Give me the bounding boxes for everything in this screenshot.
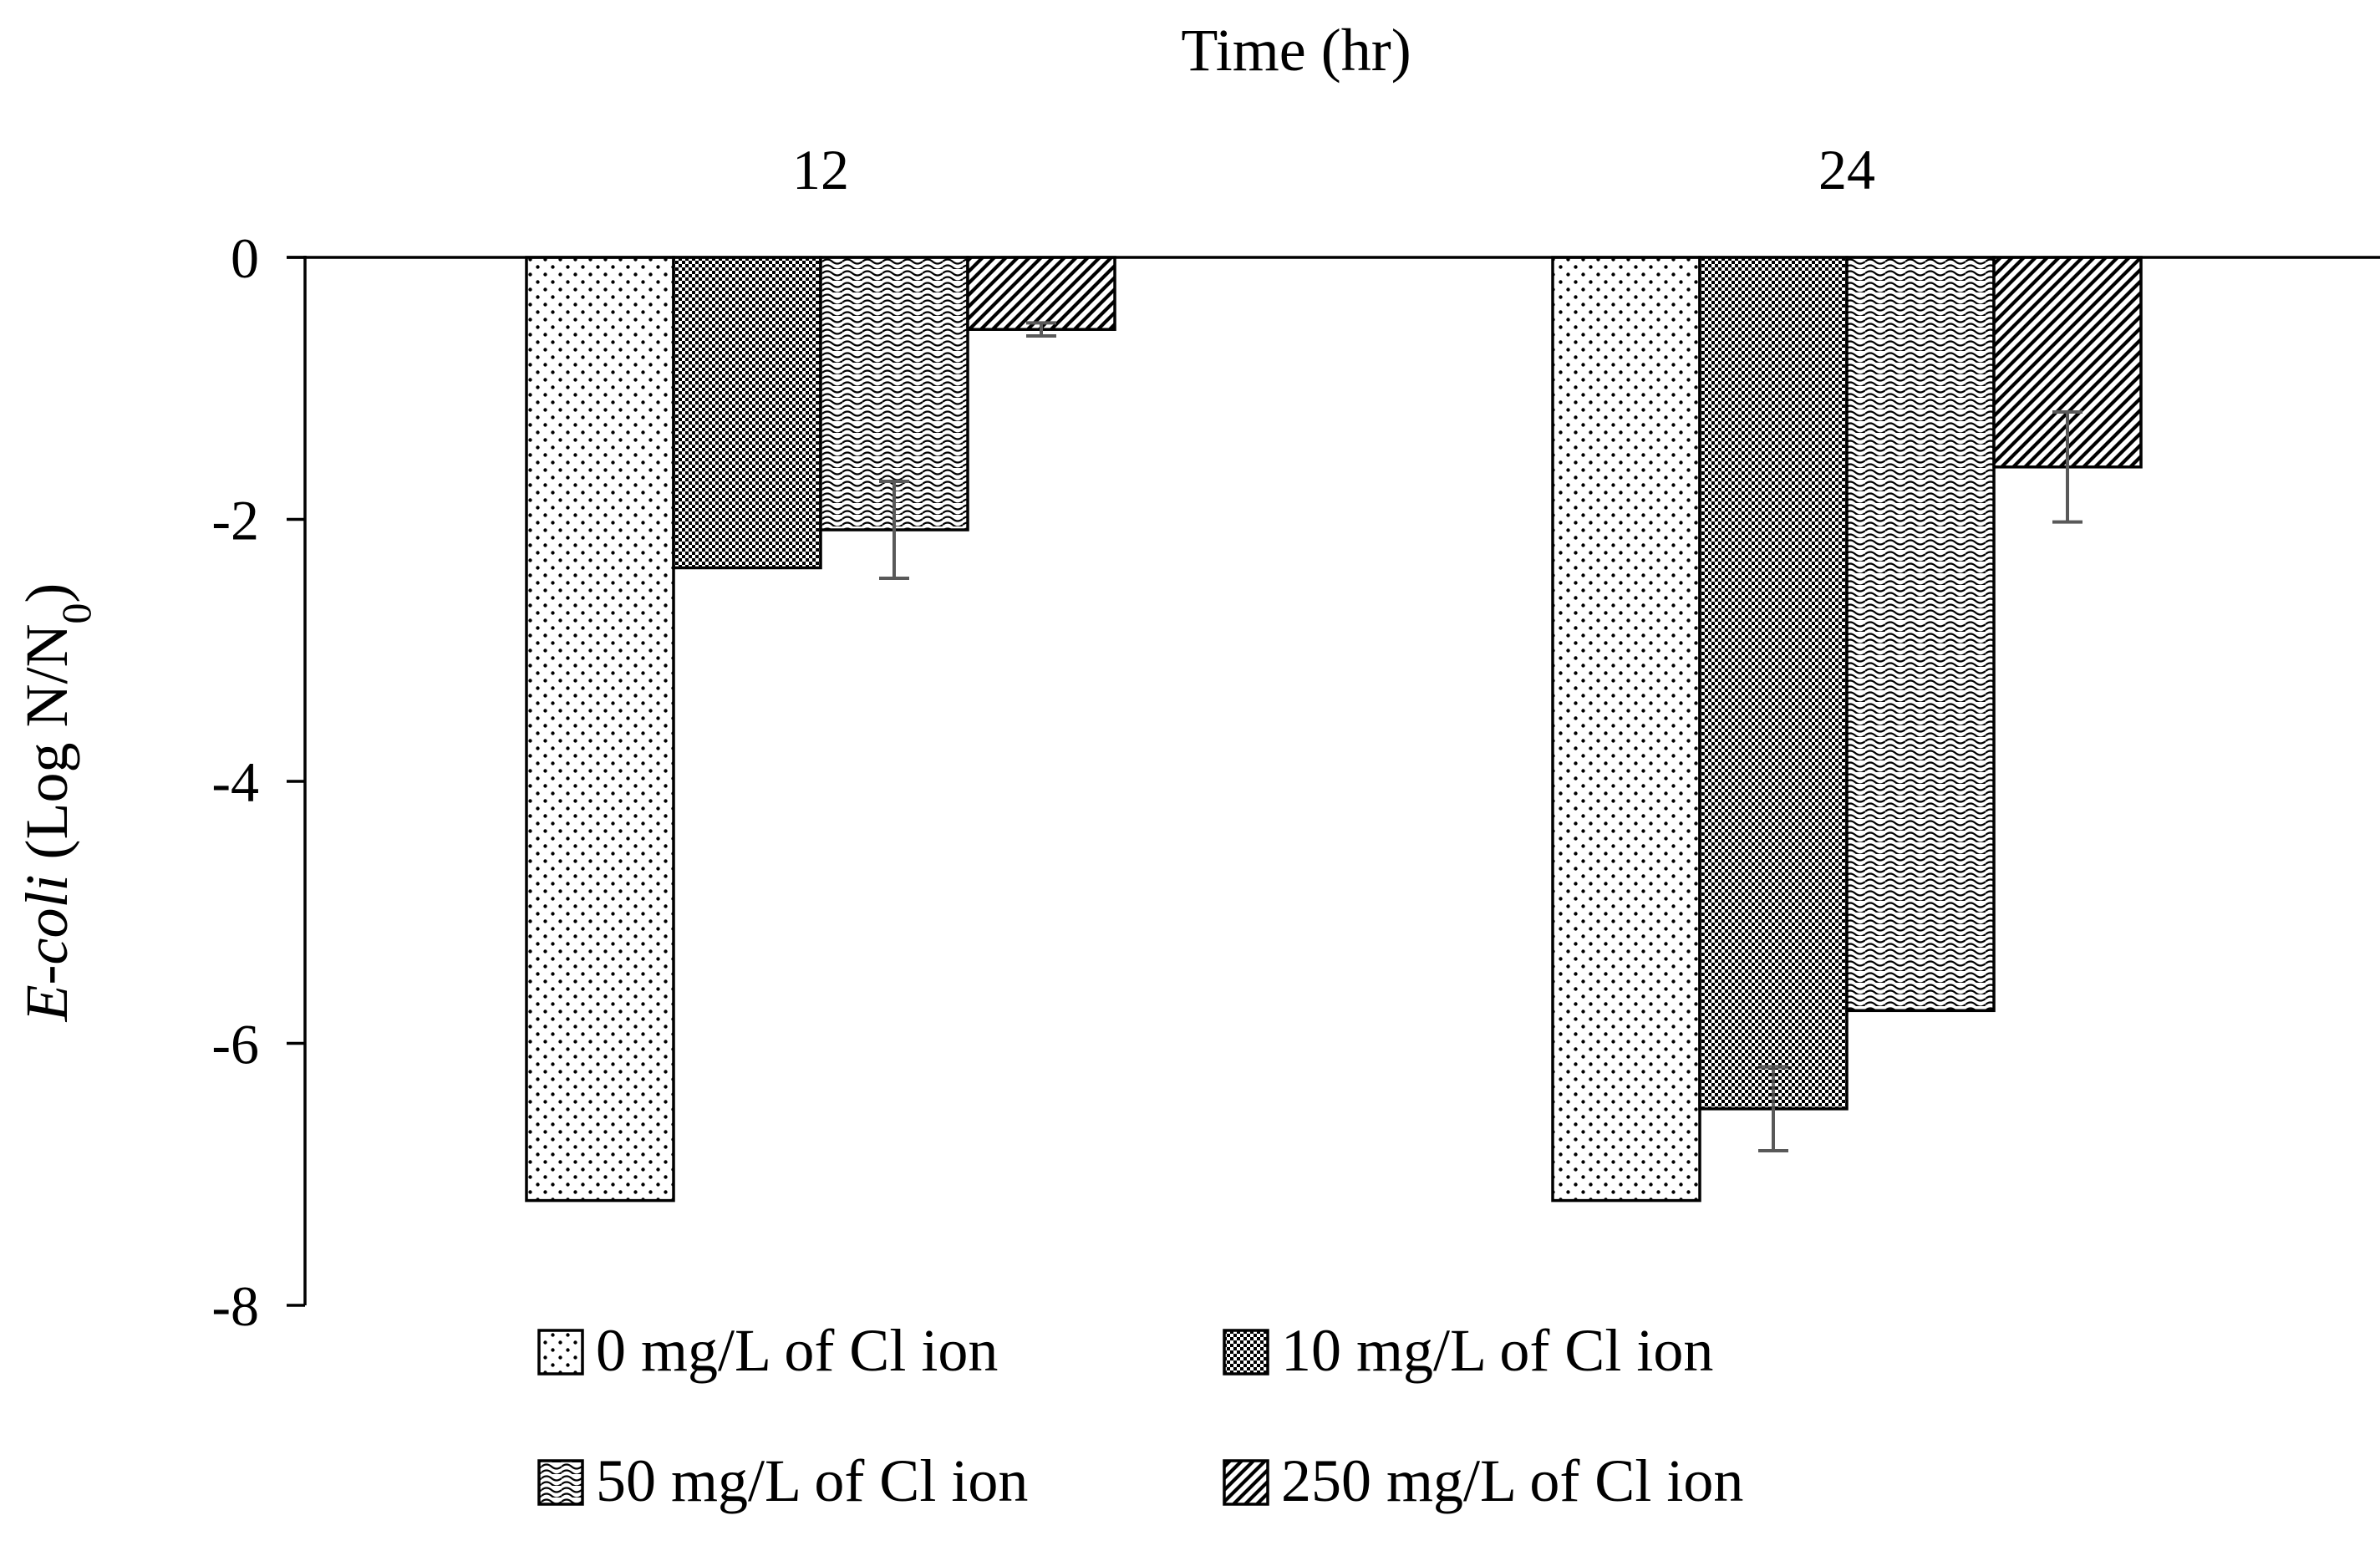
legend-label: 10 mg/L of Cl ion xyxy=(1281,1317,1713,1384)
category-label-24: 24 xyxy=(1818,138,1875,201)
y-tick-label: -4 xyxy=(211,750,259,814)
y-axis-title-italic: E-coli xyxy=(13,875,80,1023)
bar-checker-24 xyxy=(1698,256,1849,1111)
legend-item-checker: 10 mg/L of Cl ion xyxy=(1223,1317,1713,1384)
bar-diag-12 xyxy=(966,256,1116,331)
legend-swatch xyxy=(1223,1329,1269,1376)
legend-swatch xyxy=(1223,1459,1269,1506)
bar-checker-12 xyxy=(672,256,822,570)
y-tick-label: -8 xyxy=(211,1274,259,1338)
error-bar-wave-12 xyxy=(879,480,909,581)
bar-wave-24 xyxy=(1845,256,1996,1013)
bar-dots-12 xyxy=(525,256,675,1203)
bar-dots-24 xyxy=(1551,256,1701,1203)
legend-label: 0 mg/L of Cl ion xyxy=(596,1317,998,1384)
legend-item-diag: 250 mg/L of Cl ion xyxy=(1223,1447,1743,1514)
x-axis-title: Time (hr) xyxy=(1181,17,1411,84)
y-axis-title-close: ) xyxy=(13,583,80,603)
error-bar-diag-24 xyxy=(2052,409,2082,524)
y-axis-title: E-coli (Log N/N0) xyxy=(13,583,99,1023)
y-axis-title-subscript: 0 xyxy=(53,603,99,624)
legend-swatch xyxy=(537,1329,584,1376)
legend-label: 250 mg/L of Cl ion xyxy=(1281,1447,1743,1514)
y-axis-title-rest: (Log N/N xyxy=(13,624,80,875)
legend-swatch xyxy=(537,1459,584,1506)
error-bar-checker-24 xyxy=(1758,1065,1788,1153)
legend-label: 50 mg/L of Cl ion xyxy=(596,1447,1028,1514)
legend-item-wave: 50 mg/L of Cl ion xyxy=(537,1447,1028,1514)
category-label-12: 12 xyxy=(792,138,849,201)
legend-item-dots: 0 mg/L of Cl ion xyxy=(537,1317,998,1384)
y-tick-label: 0 xyxy=(231,226,259,290)
error-bar-diag-12 xyxy=(1026,321,1056,338)
y-tick-label: -6 xyxy=(211,1013,259,1076)
y-tick-label: -2 xyxy=(211,489,259,552)
